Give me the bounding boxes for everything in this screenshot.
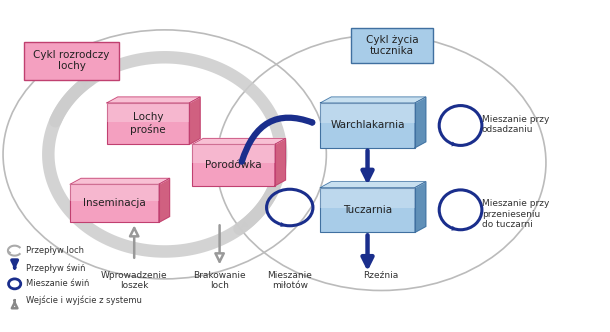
Polygon shape bbox=[107, 97, 200, 103]
Text: Przepływ świń: Przepływ świń bbox=[26, 264, 86, 273]
Polygon shape bbox=[415, 97, 426, 148]
Bar bbox=[320, 103, 415, 123]
Text: Tuczarnia: Tuczarnia bbox=[343, 205, 392, 215]
Text: Warchlakarnia: Warchlakarnia bbox=[330, 120, 405, 130]
Text: Wejście i wyjście z systemu: Wejście i wyjście z systemu bbox=[26, 296, 142, 305]
FancyArrowPatch shape bbox=[242, 118, 312, 162]
Bar bbox=[24, 42, 119, 80]
Polygon shape bbox=[192, 138, 285, 144]
Text: Mieszanie świń: Mieszanie świń bbox=[26, 279, 90, 289]
Text: Mieszanie przy
odsadzaniu: Mieszanie przy odsadzaniu bbox=[482, 115, 549, 134]
Text: Mieszanie
miłotów: Mieszanie miłotów bbox=[267, 271, 312, 290]
Polygon shape bbox=[70, 178, 170, 184]
Bar bbox=[351, 28, 433, 63]
Polygon shape bbox=[189, 97, 200, 144]
Bar bbox=[320, 188, 415, 208]
Polygon shape bbox=[274, 138, 285, 186]
Bar bbox=[320, 188, 415, 232]
Text: Rzeźnia: Rzeźnia bbox=[364, 271, 399, 280]
Bar bbox=[70, 184, 159, 222]
Bar bbox=[107, 103, 189, 122]
Text: Wprowadzenie
loszek: Wprowadzenie loszek bbox=[101, 271, 168, 290]
Polygon shape bbox=[320, 182, 426, 188]
Text: Przepływ loch: Przepływ loch bbox=[26, 246, 84, 255]
Bar bbox=[70, 184, 159, 202]
Text: Cykl życia
tucznika: Cykl życia tucznika bbox=[365, 35, 418, 56]
Text: Brakowanie
loch: Brakowanie loch bbox=[193, 271, 246, 290]
Polygon shape bbox=[320, 97, 426, 103]
Text: Cykl rozrodczy
lochy: Cykl rozrodczy lochy bbox=[34, 50, 110, 71]
Bar bbox=[192, 144, 274, 186]
Bar bbox=[107, 103, 189, 144]
Text: Mieszanie przy
przenieseniu
do tuczarni: Mieszanie przy przenieseniu do tuczarni bbox=[482, 199, 549, 229]
Text: Porodówka: Porodówka bbox=[205, 160, 262, 170]
Text: Inseminacja: Inseminacja bbox=[83, 198, 146, 208]
Bar bbox=[320, 103, 415, 148]
Polygon shape bbox=[415, 182, 426, 232]
Text: Lochy
prośne: Lochy prośne bbox=[130, 112, 166, 135]
Polygon shape bbox=[159, 178, 170, 222]
Bar bbox=[192, 144, 274, 163]
